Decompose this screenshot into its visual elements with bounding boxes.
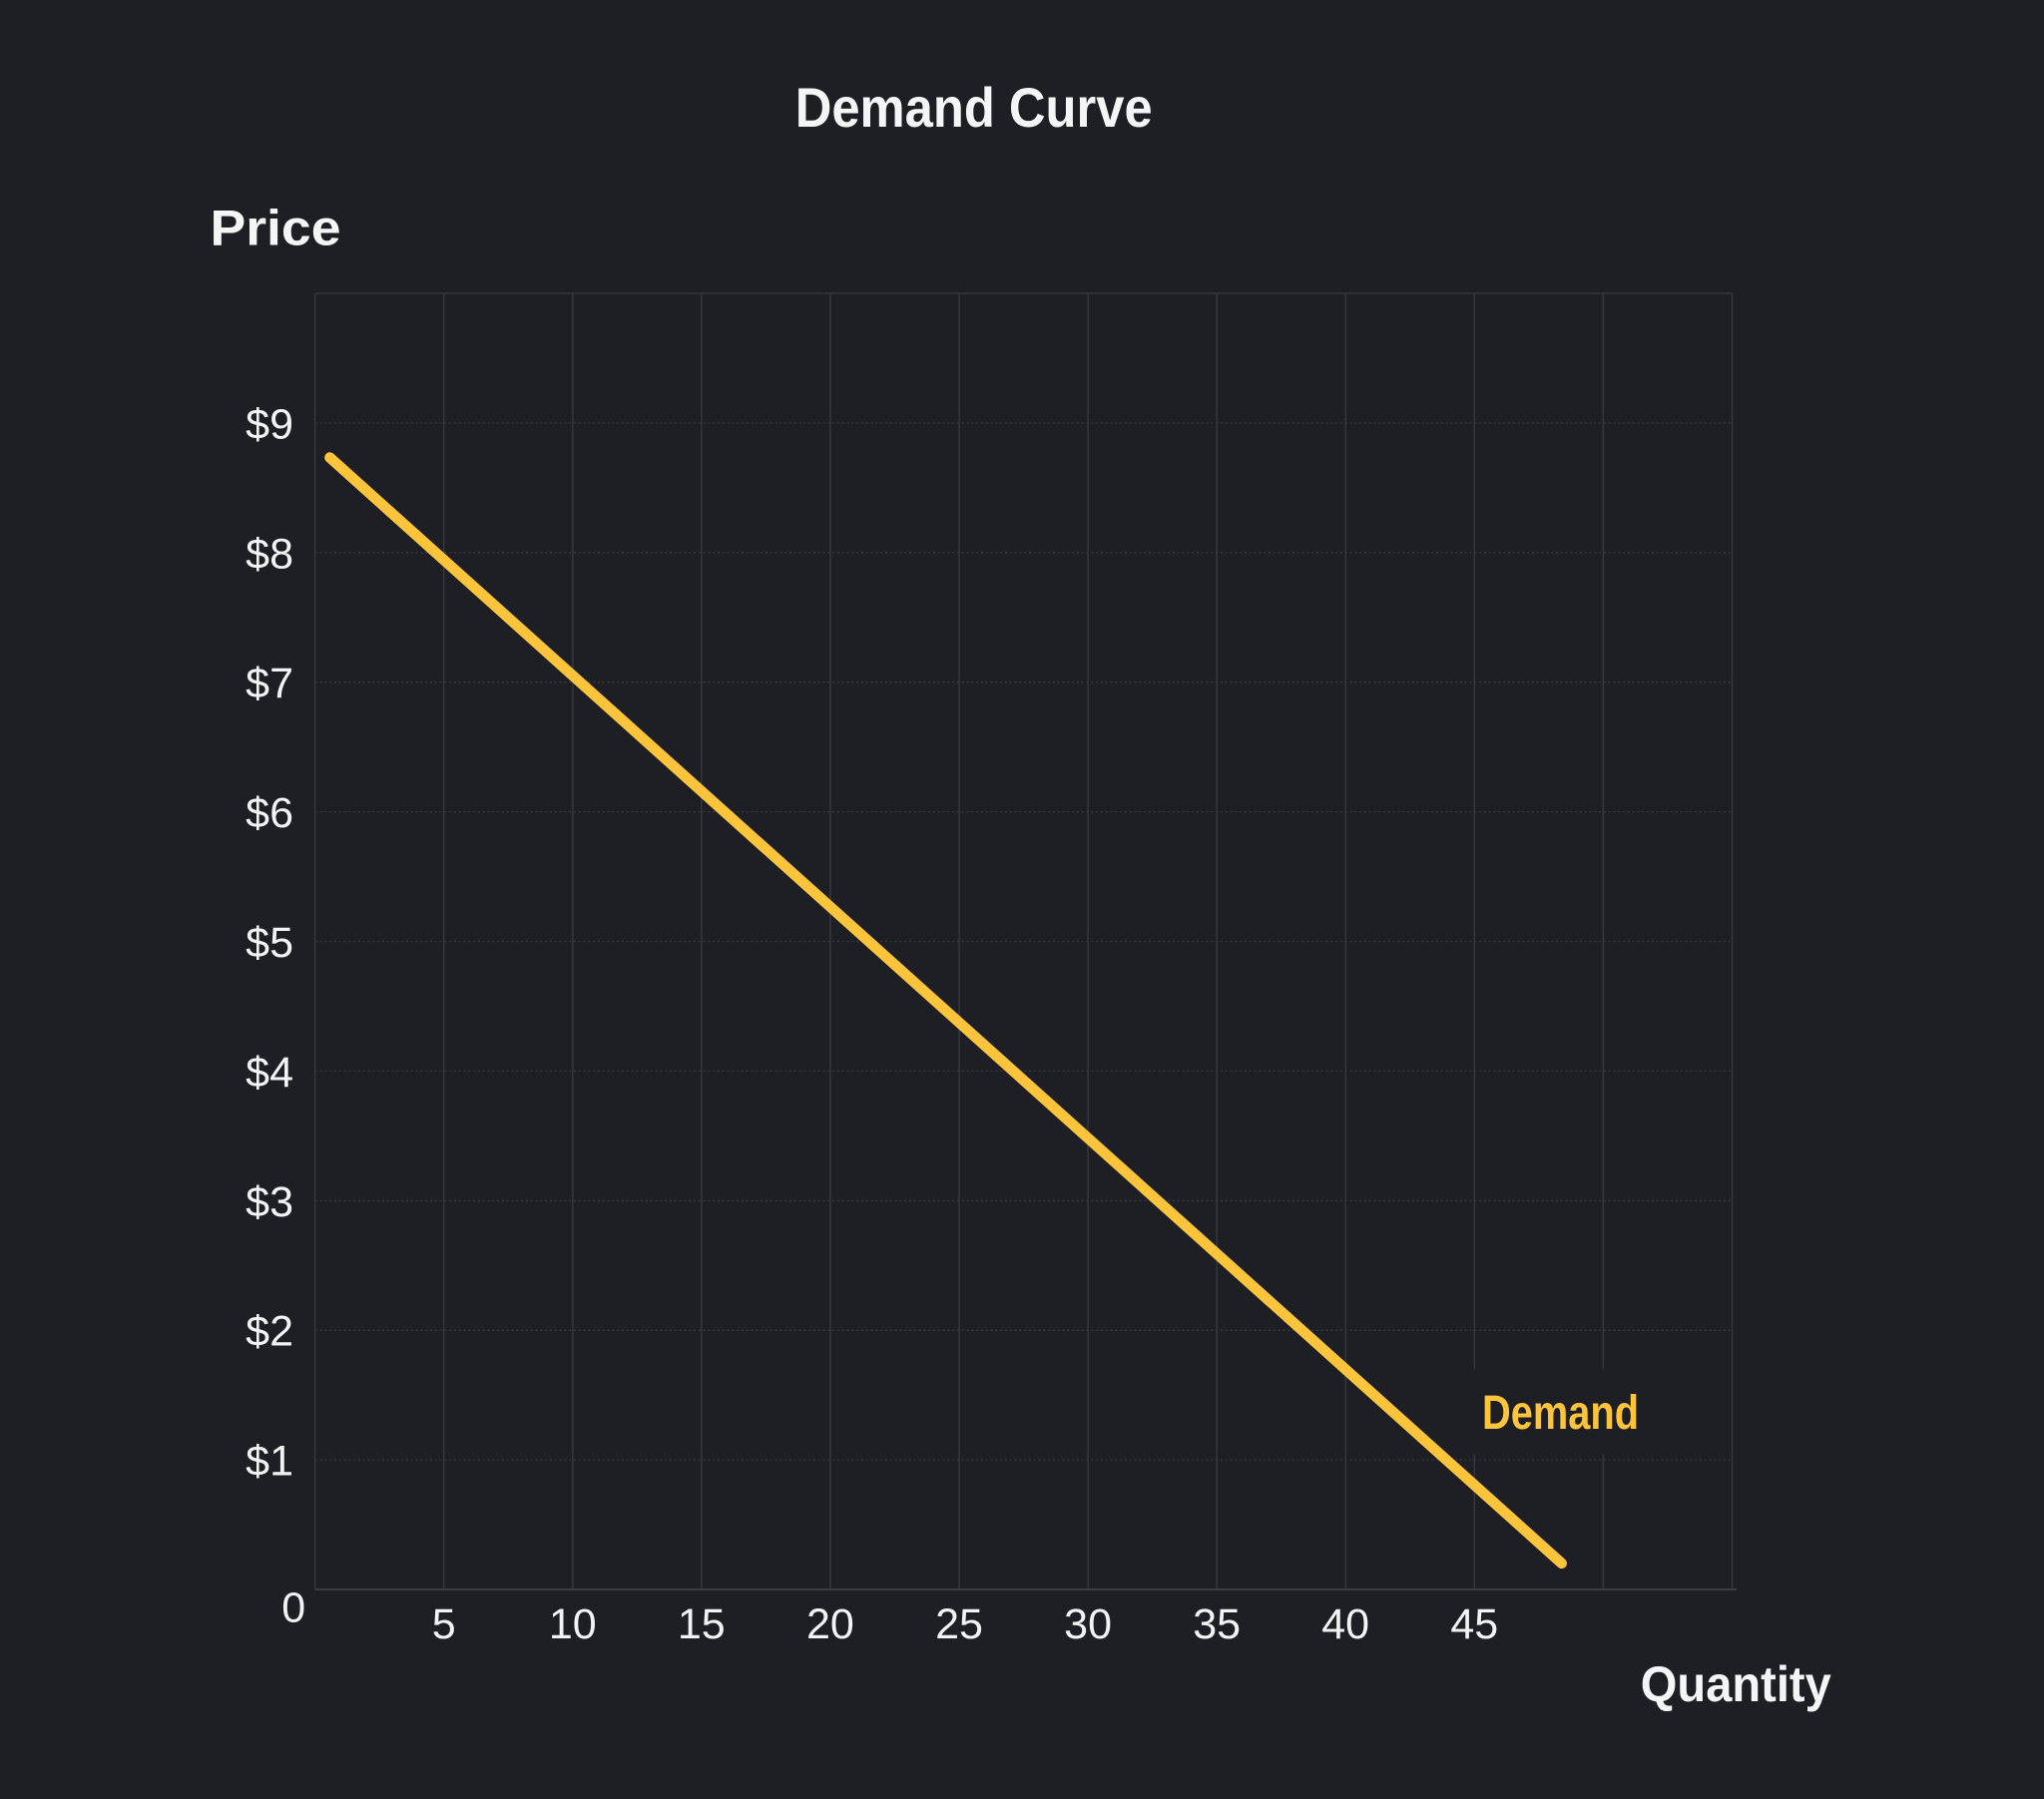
svg-text:40: 40 [1321, 1600, 1369, 1648]
svg-text:35: 35 [1193, 1600, 1241, 1648]
svg-text:45: 45 [1450, 1600, 1498, 1648]
svg-text:Price: Price [211, 201, 341, 256]
svg-text:20: 20 [806, 1600, 854, 1648]
svg-text:$2: $2 [246, 1308, 293, 1356]
svg-text:$7: $7 [246, 660, 293, 707]
svg-text:Quantity: Quantity [1641, 1656, 1831, 1712]
svg-text:$9: $9 [246, 400, 293, 448]
svg-text:Demand: Demand [1482, 1387, 1639, 1440]
svg-text:$3: $3 [246, 1178, 293, 1226]
svg-text:0: 0 [281, 1584, 305, 1632]
svg-text:5: 5 [432, 1600, 456, 1648]
svg-text:10: 10 [549, 1600, 597, 1648]
svg-text:$5: $5 [246, 919, 293, 967]
svg-text:$4: $4 [246, 1049, 293, 1097]
svg-text:$1: $1 [246, 1438, 293, 1486]
svg-text:$6: $6 [246, 789, 293, 837]
svg-text:25: 25 [935, 1600, 983, 1648]
svg-text:15: 15 [678, 1600, 726, 1648]
svg-text:30: 30 [1064, 1600, 1112, 1648]
svg-text:Demand Curve: Demand Curve [795, 76, 1153, 139]
svg-text:$8: $8 [246, 530, 293, 578]
